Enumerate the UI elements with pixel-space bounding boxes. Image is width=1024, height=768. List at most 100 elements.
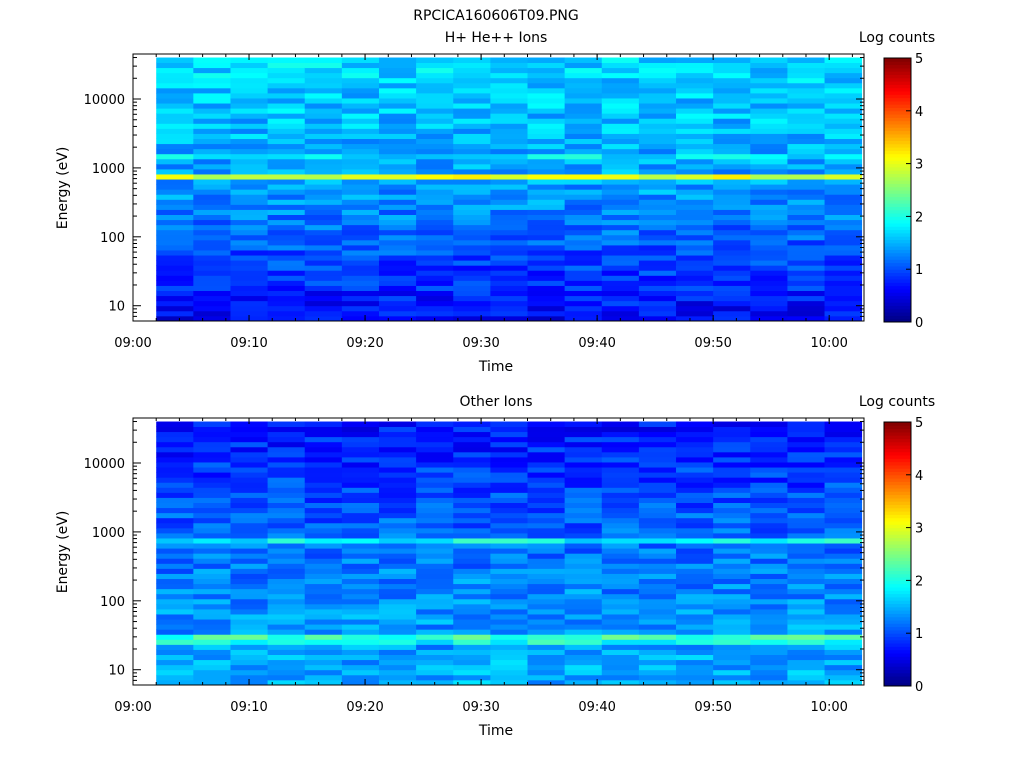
heatmap-cell: [787, 128, 825, 134]
heatmap-cell: [676, 593, 714, 600]
heatmap-cell: [416, 619, 454, 625]
heatmap-cell: [453, 654, 491, 661]
heatmap-cell: [230, 603, 268, 610]
heatmap-cell: [490, 77, 528, 84]
heatmap-cell: [267, 659, 306, 666]
colorbar-swatch: [884, 481, 911, 486]
heatmap-cell: [564, 538, 603, 544]
heatmap-cell: [193, 87, 231, 94]
heatmap-cell: [490, 609, 528, 615]
heatmap-cell: [601, 568, 640, 574]
heatmap-cell: [750, 194, 788, 200]
heatmap-cell: [304, 487, 343, 493]
heatmap-cell: [230, 482, 268, 488]
heatmap-cell: [638, 492, 677, 498]
colorbar-swatch: [884, 246, 911, 250]
heatmap-cell: [490, 441, 528, 448]
heatmap-cell: [676, 87, 714, 94]
heatmap-cell: [193, 265, 231, 271]
heatmap-cell: [824, 204, 863, 210]
heatmap-cell: [564, 184, 603, 190]
heatmap-cell: [490, 239, 528, 246]
colorbar-swatch: [884, 213, 911, 217]
heatmap-cell: [750, 598, 788, 605]
heatmap-cell: [304, 426, 343, 433]
colorbar-swatch: [884, 653, 911, 657]
heatmap-cell: [601, 87, 640, 94]
heatmap-cell: [304, 512, 343, 519]
heatmap-cell: [267, 558, 306, 564]
heatmap-cell: [453, 62, 491, 69]
heatmap-cell: [638, 532, 677, 539]
heatmap-cell: [750, 679, 788, 686]
heatmap-cell: [490, 315, 528, 322]
heatmap-cell: [490, 619, 528, 625]
heatmap-cell: [676, 305, 714, 312]
heatmap-cell: [230, 300, 268, 307]
heatmap-cell: [156, 255, 194, 261]
heatmap-cell: [230, 497, 268, 503]
heatmap-cell: [564, 229, 603, 236]
heatmap-cell: [304, 305, 343, 312]
heatmap-cell: [416, 194, 454, 200]
heatmap-cell: [490, 654, 528, 661]
colorbar-swatch: [884, 616, 911, 621]
heatmap-cell: [156, 209, 194, 215]
heatmap-cell: [341, 634, 380, 640]
heatmap-cell: [378, 588, 417, 595]
heatmap-cell: [193, 674, 231, 681]
heatmap-cell: [416, 502, 454, 509]
heatmap-cell: [676, 300, 714, 307]
heatmap-cell: [267, 255, 306, 261]
heatmap-cell: [527, 456, 566, 463]
heatmap-cell: [490, 593, 528, 600]
heatmap-cell: [453, 204, 491, 210]
colorbar-swatch: [884, 173, 911, 178]
heatmap-cell: [713, 148, 751, 155]
heatmap-cell: [267, 128, 306, 134]
heatmap-cell: [750, 113, 788, 119]
heatmap-cell: [267, 229, 306, 236]
heatmap-cell: [713, 548, 751, 554]
heatmap-cell: [267, 138, 306, 145]
heatmap-cell: [564, 199, 603, 205]
heatmap-cell: [341, 674, 380, 681]
heatmap-cell: [787, 573, 825, 579]
heatmap-cell: [453, 431, 491, 438]
heatmap-cell: [193, 588, 231, 595]
heatmap-cell: [787, 624, 825, 630]
heatmap-cell: [193, 138, 231, 145]
heatmap-cell: [676, 179, 714, 185]
heatmap-cell: [230, 133, 268, 139]
heatmap-cell: [156, 578, 194, 585]
heatmap-cell: [267, 451, 306, 458]
heatmap-cell: [750, 98, 788, 104]
heatmap-cell: [453, 451, 491, 458]
heatmap-cell: [527, 558, 566, 564]
heatmap-cell: [304, 138, 343, 145]
heatmap-cell: [230, 654, 268, 661]
heatmap-cell: [713, 285, 751, 291]
heatmap-cell: [453, 123, 491, 129]
heatmap-cell: [824, 290, 863, 297]
heatmap-cell: [378, 543, 417, 549]
colorbar-swatch: [884, 560, 911, 565]
heatmap-cell: [453, 82, 491, 89]
heatmap-cell: [676, 103, 714, 109]
heatmap-cell: [713, 82, 751, 89]
heatmap-cell: [156, 654, 194, 661]
x-axis: 09:00 09:10 09:20 09:30 09:40 09:50 10:00: [114, 418, 853, 715]
heatmap-cell: [378, 128, 417, 134]
heatmap-cell: [638, 588, 677, 595]
heatmap-cell: [453, 593, 491, 600]
heatmap-cell: [676, 285, 714, 291]
heatmap-cell: [453, 426, 491, 433]
panel-title: Other Ions: [459, 394, 532, 410]
heatmap-cell: [638, 507, 677, 514]
heatmap-cell: [750, 199, 788, 205]
heatmap-cell: [453, 250, 491, 256]
heatmap-cell: [750, 629, 788, 635]
heatmap-cell: [453, 487, 491, 493]
heatmap-cell: [378, 57, 417, 63]
heatmap-cell: [193, 255, 231, 261]
